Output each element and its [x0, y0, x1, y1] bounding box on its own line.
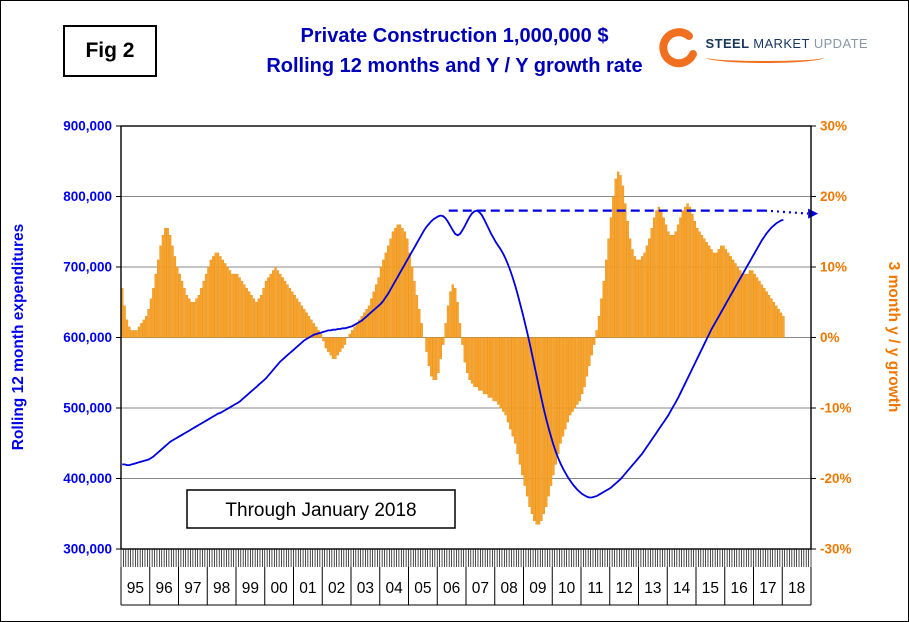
- svg-text:97: 97: [184, 580, 201, 597]
- svg-text:00: 00: [271, 580, 289, 597]
- svg-text:13: 13: [644, 580, 661, 597]
- svg-text:09: 09: [529, 580, 546, 597]
- svg-text:03: 03: [357, 580, 374, 597]
- svg-text:400,000: 400,000: [63, 471, 112, 486]
- chart-title-line2: Rolling 12 months and Y / Y growth rate: [266, 55, 643, 77]
- expenditures-line: [122, 209, 784, 499]
- svg-text:600,000: 600,000: [63, 330, 112, 345]
- svg-text:10: 10: [558, 580, 576, 597]
- left-axis-tick-labels: 900,000 800,000 700,000 600,000 500,000 400,0…: [63, 119, 121, 557]
- logo-word-update: UPDATE: [813, 35, 868, 51]
- through-date-box: [186, 489, 456, 529]
- svg-text:0%: 0%: [820, 330, 840, 345]
- svg-text:95: 95: [127, 580, 144, 597]
- svg-text:12: 12: [616, 580, 633, 597]
- chart-title: Private Construction 1,000,000 $ Rolling…: [191, 21, 718, 81]
- svg-text:10%: 10%: [820, 260, 847, 275]
- arrow-head-icon: [808, 208, 819, 219]
- svg-text:08: 08: [501, 580, 518, 597]
- svg-text:04: 04: [386, 580, 404, 597]
- year-separators: [120, 567, 812, 606]
- figure-label-box: Fig 2: [63, 25, 157, 77]
- projection-dotted-line: [764, 209, 809, 215]
- svg-text:500,000: 500,000: [63, 401, 112, 416]
- right-axis-title: 3 month y / y growth: [885, 262, 902, 413]
- svg-text:20%: 20%: [820, 189, 847, 204]
- svg-text:-20%: -20%: [820, 471, 852, 486]
- svg-text:18: 18: [788, 580, 805, 597]
- logo-word-market: MARKET: [753, 35, 810, 51]
- smu-logo-text: STEEL MARKET UPDATE: [705, 35, 868, 63]
- chart-title-line1: Private Construction 1,000,000 $: [300, 25, 609, 47]
- svg-text:-10%: -10%: [820, 401, 852, 416]
- svg-text:01: 01: [299, 580, 316, 597]
- svg-text:98: 98: [213, 580, 230, 597]
- left-axis-title: Rolling 12 month expenditures: [10, 224, 27, 451]
- svg-text:15: 15: [702, 580, 719, 597]
- through-date-label: Through January 2018: [225, 500, 416, 521]
- svg-text:11: 11: [587, 580, 603, 597]
- smu-logo-crescent-icon: [658, 28, 697, 68]
- right-axis-tick-labels: 30% 20% 10% 0% -10% -20% -30%: [811, 119, 852, 557]
- logo-swoosh: [705, 52, 824, 63]
- svg-text:30%: 30%: [820, 119, 847, 134]
- svg-text:14: 14: [673, 580, 691, 597]
- svg-text:300,000: 300,000: [63, 542, 112, 557]
- svg-text:06: 06: [443, 580, 460, 597]
- figure-label: Fig 2: [85, 39, 135, 62]
- svg-text:16: 16: [731, 580, 748, 597]
- generated-chart-elements: 900,000 800,000 700,000 600,000 500,000 400,0…: [63, 119, 852, 606]
- svg-text:99: 99: [242, 580, 259, 597]
- svg-text:900,000: 900,000: [63, 119, 112, 134]
- month-ticks: [120, 549, 812, 567]
- logo-word-steel: STEEL: [705, 35, 750, 51]
- svg-text:96: 96: [156, 580, 173, 597]
- year-labels: 95 96 97 98 99 00 01 02 03 04 05 06 07 08 09 10 11 12 13 14…: [127, 580, 806, 597]
- smu-logo: STEEL MARKET UPDATE: [655, 27, 868, 71]
- svg-text:800,000: 800,000: [63, 189, 112, 204]
- svg-text:07: 07: [472, 580, 489, 597]
- growth-rate-bars: [121, 171, 785, 525]
- svg-text:700,000: 700,000: [63, 260, 112, 275]
- svg-text:-30%: -30%: [820, 542, 852, 557]
- svg-text:05: 05: [414, 580, 431, 597]
- svg-text:02: 02: [328, 580, 345, 597]
- svg-text:17: 17: [759, 580, 776, 597]
